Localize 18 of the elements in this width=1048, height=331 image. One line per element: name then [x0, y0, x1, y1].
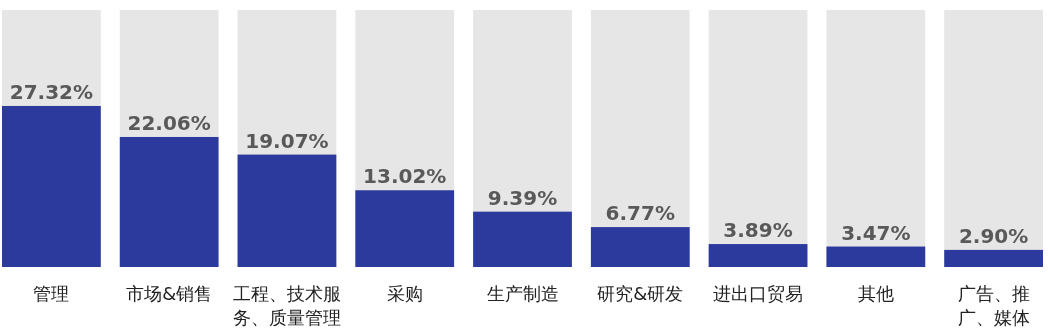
- x-tick-label: 其他: [857, 283, 894, 304]
- data-label: 3.47%: [841, 220, 911, 245]
- data-label: 3.89%: [723, 218, 793, 243]
- data-label: 6.77%: [605, 201, 675, 226]
- x-tick-label: 采购: [386, 283, 423, 304]
- x-tick-label: 广告、推广、媒体: [957, 283, 1030, 328]
- x-tick-label: 生产制造: [486, 283, 559, 304]
- x-tick-label: 管理: [33, 283, 70, 304]
- x-tick-label: 进出口贸易: [713, 283, 804, 304]
- data-label: 13.02%: [363, 164, 447, 189]
- x-tick-label: 工程、技术服务、质量管理: [232, 283, 341, 328]
- x-tick-label: 市场&销售: [126, 283, 213, 304]
- data-label: 2.90%: [958, 223, 1029, 248]
- data-label: 19.07%: [245, 128, 329, 153]
- data-label: 27.32%: [9, 79, 94, 104]
- data-label: 9.39%: [487, 185, 558, 210]
- x-tick-label: 研究&研发: [597, 283, 684, 304]
- data-label: 22.06%: [127, 110, 211, 135]
